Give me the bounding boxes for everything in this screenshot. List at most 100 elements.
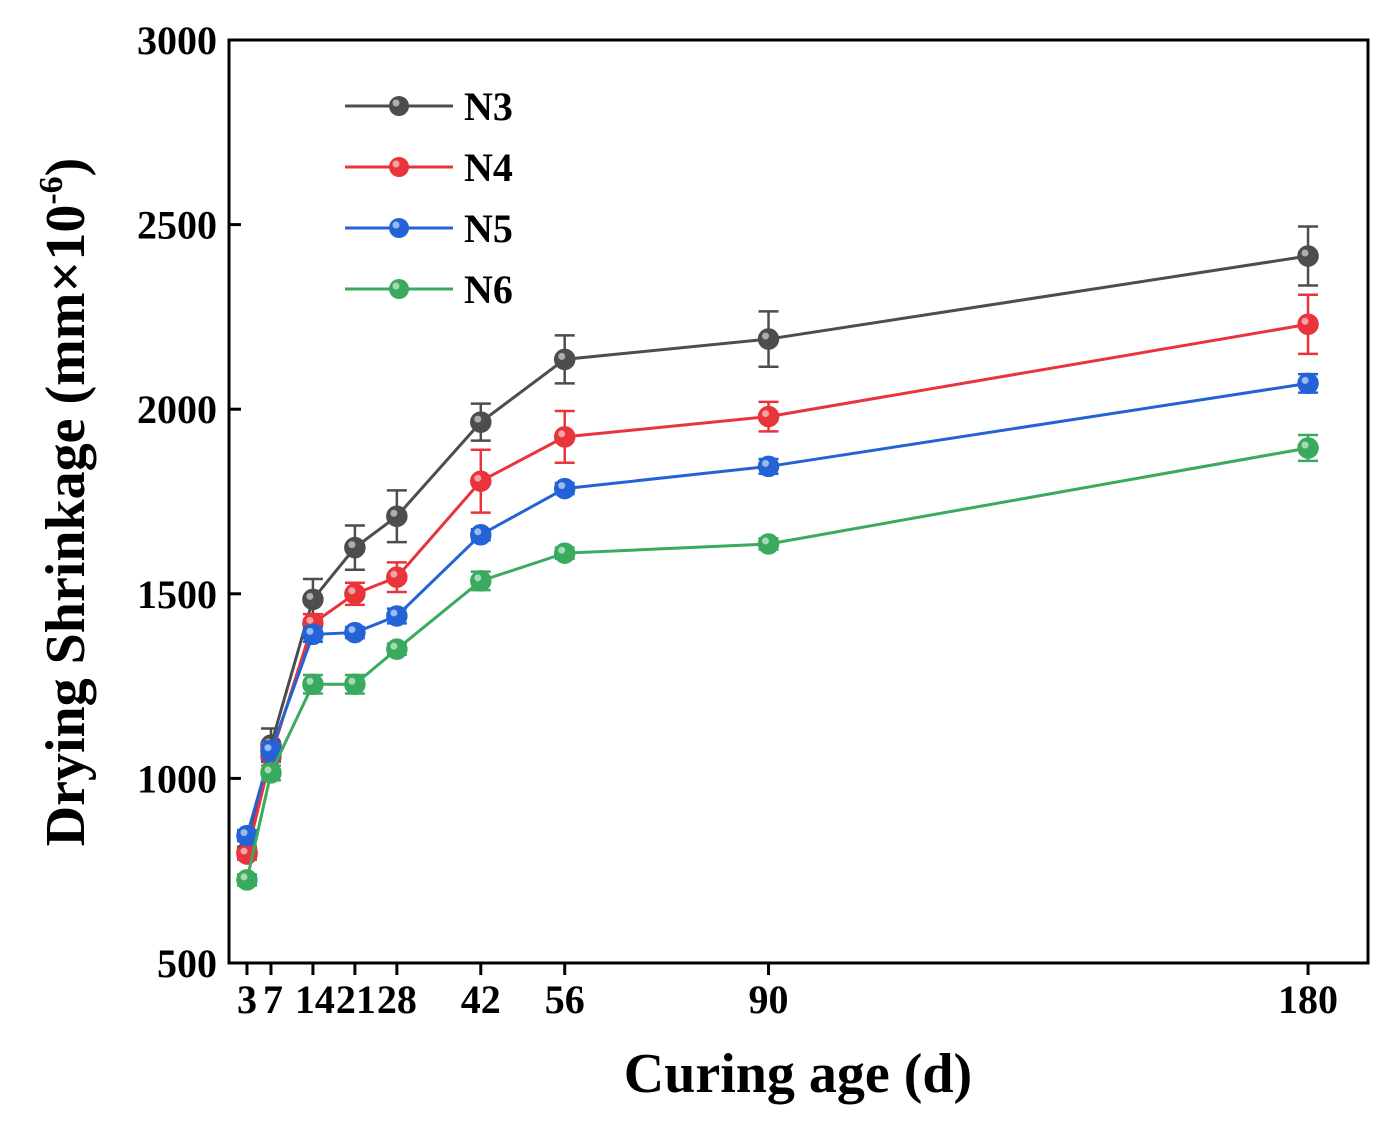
data-point-highlight [1301,249,1309,257]
data-point-highlight [348,677,356,685]
data-point-highlight [558,430,566,438]
plot-layer [236,225,1319,891]
x-tick-label: 90 [749,977,789,1022]
data-point-highlight [390,642,398,650]
data-point [302,588,324,611]
legend-marker [389,157,409,177]
legend-label: N5 [464,206,513,251]
series-N6 [236,433,1319,891]
data-point-highlight [474,574,482,582]
y-axis-title-end: ) [35,158,97,177]
data-point [302,673,324,696]
data-point-highlight [474,528,482,536]
y-tick-label: 500 [157,941,217,986]
series-N4 [236,293,1319,865]
legend: N3 N4 N5 N6 [345,84,513,312]
legend-marker-highlight [392,282,400,290]
legend-label: N6 [464,267,513,312]
data-point [302,623,324,646]
x-tick-label: 7 [263,977,283,1022]
data-point-highlight [264,744,272,752]
x-tick-label: 3 [237,977,257,1022]
data-point [344,673,366,696]
x-tick-label: 21 [336,977,376,1022]
data-point-highlight [390,570,398,578]
data-point-highlight [762,459,770,467]
legend-marker-highlight [392,99,400,107]
data-point [553,348,576,371]
data-point-highlight [348,626,356,634]
data-point [344,536,366,559]
data-point-highlight [474,474,482,482]
plot-frame [227,38,1370,965]
legend-label: N4 [464,145,513,190]
data-point [757,405,780,428]
data-point-highlight [558,546,566,554]
series-line [245,322,1309,855]
data-point [757,533,780,555]
data-point-highlight [762,537,770,545]
y-axis-title-superscript: -6 [33,176,70,204]
data-point-highlight [390,609,398,617]
data-point [386,638,408,660]
y-tick-label: 2000 [137,387,217,432]
data-point-highlight [306,627,314,635]
x-axis-title: Curing age (d) [624,1043,972,1105]
data-point [1297,245,1319,267]
series-N5 [236,372,1319,847]
data-point-highlight [558,482,566,490]
x-tick-label: 56 [545,977,585,1022]
data-point-highlight [1301,317,1309,325]
data-point [386,566,408,588]
series-line [245,254,1309,853]
x-tick-label: 42 [461,977,501,1022]
y-tick-label: 3000 [137,18,217,63]
data-point [553,426,576,448]
data-point-highlight [306,592,314,600]
data-point-highlight [306,616,314,624]
data-point [1297,313,1319,336]
data-point-highlight [1301,441,1309,449]
x-tick-label: 180 [1278,977,1338,1022]
data-point [757,455,780,478]
x-tick-label: 14 [295,977,335,1022]
ticks-layer: 500 1000 1500 2000 2500 3000 3 7 14 21 28 42 56 90 180 [137,18,1338,1022]
legend-marker [389,279,409,299]
data-point-highlight [240,873,248,881]
data-point [1297,437,1319,459]
data-point-highlight [762,410,770,418]
x-tick-label: 28 [377,977,417,1022]
data-point [1297,372,1319,395]
data-point-highlight [1301,376,1309,384]
data-point [757,328,780,350]
y-axis-title-main: Drying Shrinkage (mm×10 [35,205,97,847]
legend-marker-highlight [392,160,400,168]
data-point [260,762,282,784]
data-point [470,523,492,546]
legend-marker [389,218,409,238]
data-point-highlight [264,766,272,774]
legend-marker [389,96,409,116]
data-point-highlight [558,352,566,360]
data-point-highlight [348,541,356,549]
data-point [553,542,576,564]
data-point [386,505,408,528]
data-point-highlight [762,332,770,340]
data-point [236,869,258,891]
data-point-highlight [474,415,482,423]
y-tick-label: 1500 [137,572,217,617]
data-point [386,605,408,627]
data-point-highlight [348,587,356,595]
data-point [553,477,576,500]
data-point-highlight [390,509,398,517]
data-point-highlight [306,677,314,685]
data-point [470,470,492,492]
y-axis-title: Drying Shrinkage (mm×10-6) [33,158,97,847]
legend-marker-highlight [392,221,400,229]
y-tick-label: 2500 [137,203,217,248]
data-point [344,583,366,605]
data-point-highlight [240,829,248,837]
data-point-highlight [240,847,248,855]
